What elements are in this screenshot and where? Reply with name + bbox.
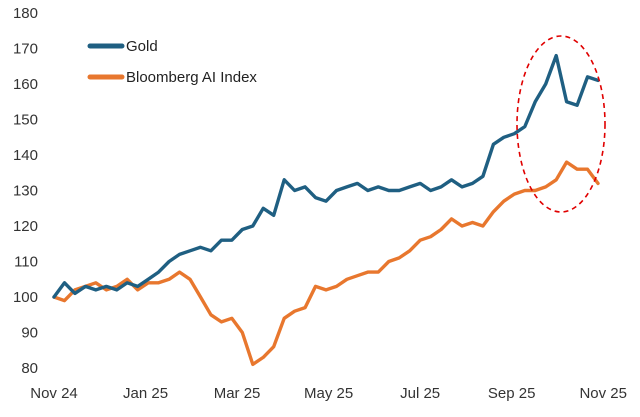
- y-tick-label: 90: [21, 325, 38, 342]
- series-layer: [52, 53, 600, 367]
- y-tick-label: 170: [13, 41, 38, 58]
- highlight-ellipse: [516, 35, 606, 213]
- legend-label-gold: Gold: [126, 38, 158, 55]
- y-tick-label: 140: [13, 147, 38, 164]
- y-tick-label: 100: [13, 289, 38, 306]
- y-tick-label: 110: [14, 254, 38, 271]
- y-axis: 80 90 100 110 120 130 140 150 160 170 180: [13, 5, 38, 377]
- y-tick-label: 130: [13, 183, 38, 200]
- x-tick-label: Jan 25: [123, 385, 168, 402]
- legend: Gold Bloomberg AI Index: [87, 38, 257, 86]
- x-tick-label: Mar 25: [214, 385, 261, 402]
- x-tick-label: Sep 25: [488, 385, 536, 402]
- y-tick-label: 120: [13, 218, 38, 235]
- series-line-gold: [52, 53, 600, 299]
- y-tick-label: 80: [21, 360, 38, 377]
- y-tick-label: 180: [13, 5, 38, 22]
- series-line-ai: [52, 160, 600, 367]
- x-tick-label: May 25: [304, 385, 353, 402]
- y-tick-label: 160: [13, 76, 38, 93]
- x-tick-label: Nov 24: [30, 385, 78, 402]
- x-tick-label: Jul 25: [400, 385, 440, 402]
- legend-label-ai: Bloomberg AI Index: [126, 69, 257, 86]
- x-tick-label: Nov 25: [579, 385, 627, 402]
- y-tick-label: 150: [13, 112, 38, 129]
- x-axis: Nov 24 Jan 25 Mar 25 May 25 Jul 25 Sep 25 Nov …: [30, 385, 627, 402]
